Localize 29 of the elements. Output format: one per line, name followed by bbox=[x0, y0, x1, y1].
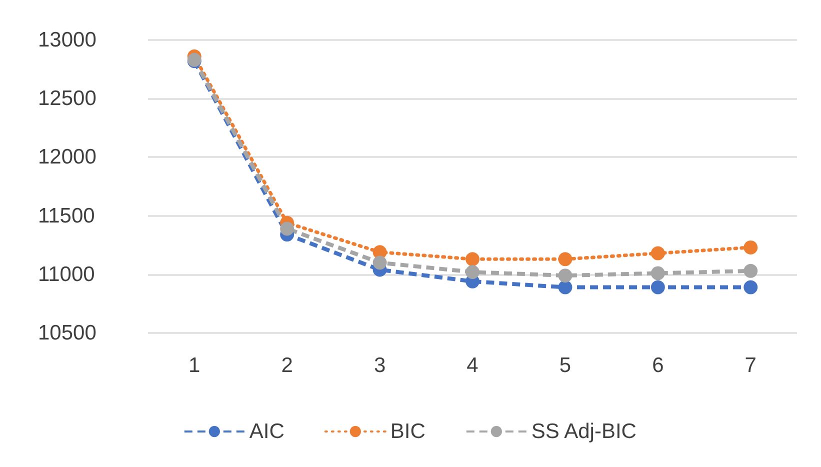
point bbox=[558, 252, 572, 266]
point bbox=[744, 240, 758, 254]
point bbox=[744, 264, 758, 278]
y-tick-label: 12500 bbox=[38, 87, 96, 110]
x-tick-label: 7 bbox=[744, 354, 756, 377]
legend-label: AIC bbox=[249, 420, 284, 443]
point bbox=[650, 280, 665, 294]
x-tick-label: 1 bbox=[188, 354, 200, 377]
y-tick-label: 12000 bbox=[38, 146, 96, 169]
legend-label: BIC bbox=[390, 420, 426, 443]
y-tick-label: 13000 bbox=[38, 28, 96, 52]
x-tick-label: 5 bbox=[559, 354, 572, 377]
point bbox=[372, 256, 387, 270]
point bbox=[650, 246, 665, 260]
point bbox=[558, 268, 572, 283]
y-tick-label: 10500 bbox=[38, 322, 96, 344]
y-tick-label: 11500 bbox=[38, 204, 95, 228]
point bbox=[466, 265, 480, 280]
y-tick-label: 11000 bbox=[38, 262, 95, 286]
x-tick-label: 6 bbox=[652, 354, 664, 377]
point bbox=[744, 280, 758, 294]
point bbox=[280, 222, 294, 236]
legend-label: SS Adj-BIC bbox=[531, 420, 636, 443]
point bbox=[466, 252, 480, 266]
point bbox=[558, 280, 572, 294]
point bbox=[650, 266, 665, 280]
x-tick-label: 4 bbox=[466, 354, 479, 377]
x-tick-label: 3 bbox=[374, 354, 386, 377]
x-tick-label: 2 bbox=[281, 354, 293, 377]
